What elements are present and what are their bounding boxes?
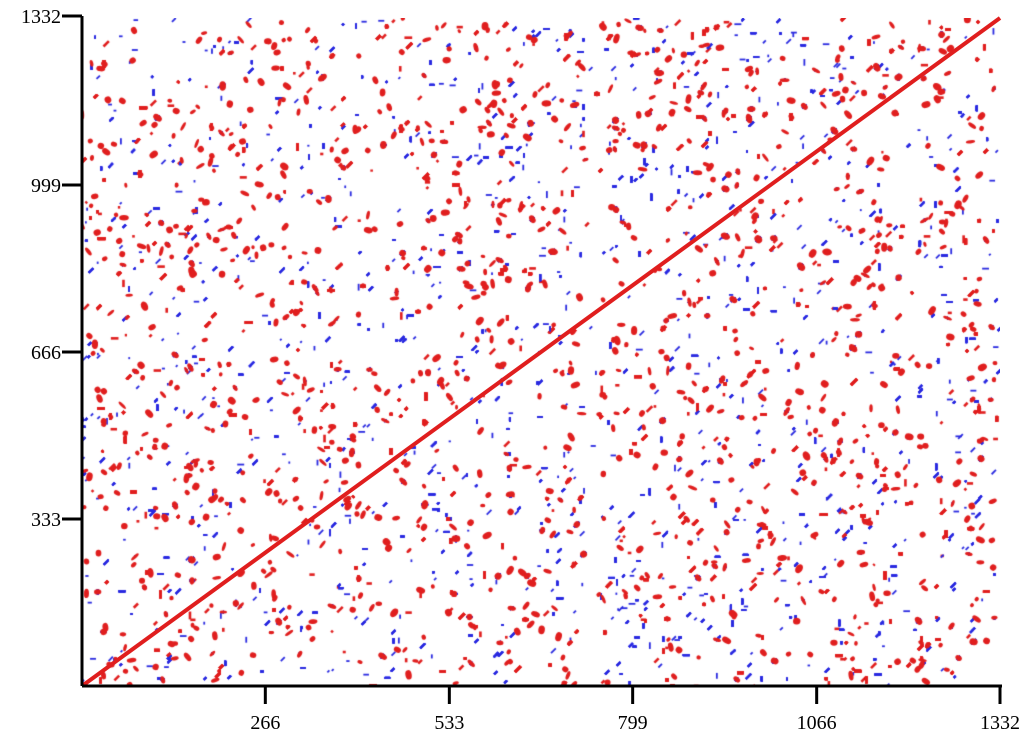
y-tick-label: 1332 [21,6,61,28]
x-tick-label: 266 [250,712,280,734]
y-tick-label: 666 [31,342,61,364]
x-tick-label: 1066 [797,712,837,734]
y-tick-label: 999 [31,175,61,197]
main-diagonal-line [80,16,1002,688]
y-tick-label: 333 [31,509,61,531]
axis-ticks: 266 533 799 1066 1332 333 666 999 1332 [21,6,1020,734]
x-tick-label: 799 [618,712,648,734]
x-tick-label: 1332 [980,712,1020,734]
x-tick-label: 533 [434,712,464,734]
